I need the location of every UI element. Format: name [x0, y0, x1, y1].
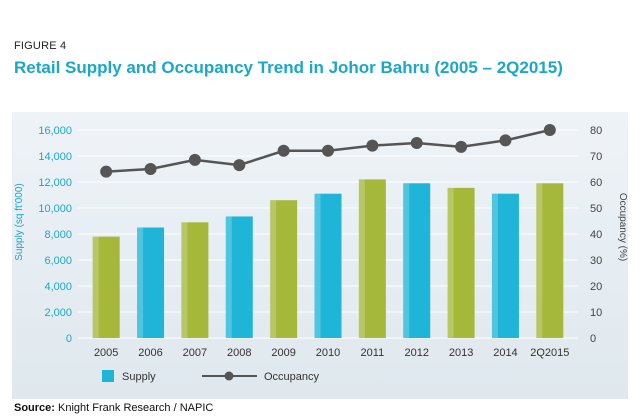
occupancy-line-series: [100, 124, 556, 178]
right-axis-label: Occupancy (%): [617, 193, 628, 261]
supply-bar: [403, 183, 431, 338]
supply-bar: [358, 179, 386, 338]
right-tick-label: 0: [590, 333, 596, 345]
supply-bar-highlight: [137, 227, 144, 338]
x-tick-label: 2006: [138, 347, 162, 359]
source-note: Source: Knight Frank Research / NAPIC: [14, 402, 213, 414]
left-tick-label: 2,000: [44, 307, 72, 319]
legend-occupancy-marker: [224, 371, 234, 381]
occupancy-point: [499, 134, 512, 147]
supply-bar-highlight: [491, 193, 498, 338]
legend: Supply Occupancy: [102, 370, 320, 383]
occupancy-point: [410, 137, 423, 149]
x-tick-label: 2009: [271, 347, 295, 359]
supply-bar-highlight: [225, 216, 232, 338]
chart-title: Retail Supply and Occupancy Trend in Joh…: [14, 58, 563, 77]
supply-bar-highlight: [181, 222, 188, 338]
occupancy-point: [233, 159, 246, 172]
occupancy-point: [455, 140, 468, 153]
occupancy-point: [188, 153, 201, 166]
occupancy-point: [100, 165, 113, 178]
left-tick-label: 12,000: [38, 177, 72, 189]
supply-bar-highlight: [358, 179, 365, 338]
occupancy-point: [322, 144, 334, 157]
x-tick-label: 2013: [449, 347, 473, 359]
retail-supply-occupancy-chart: 0 2,000 4,000 6,000 8,000 10,000 12,000 14,000 1…: [14, 124, 628, 383]
right-tick-label: 50: [590, 203, 602, 215]
supply-bar-highlight: [314, 193, 321, 338]
supply-bar: [137, 227, 165, 338]
supply-bar-highlight: [447, 187, 454, 338]
supply-bar-highlight: [403, 183, 410, 338]
supply-bar: [225, 216, 253, 338]
left-tick-label: 10,000: [38, 203, 72, 215]
right-tick-label: 20: [590, 281, 602, 293]
legend-supply-label: Supply: [122, 371, 156, 383]
supply-bar-highlight: [270, 200, 277, 338]
right-tick-label: 30: [590, 255, 602, 267]
right-tick-label: 40: [590, 229, 602, 241]
right-tick-label: 60: [590, 177, 602, 189]
legend-occupancy-label: Occupancy: [264, 371, 320, 383]
source-label: Source:: [14, 402, 55, 414]
right-axis-ticks: 0 10 20 30 40 50 60 70 80: [590, 125, 602, 345]
x-tick-label: 2010: [316, 347, 340, 359]
left-axis-label: Supply (sq ft'000): [14, 183, 25, 261]
supply-bar-highlight: [536, 183, 543, 338]
supply-bar: [92, 236, 120, 338]
supply-bar: [447, 187, 475, 338]
left-tick-label: 6,000: [44, 255, 72, 267]
supply-bar-highlight: [92, 236, 99, 338]
left-tick-label: 16,000: [38, 125, 72, 137]
left-tick-label: 4,000: [44, 281, 72, 293]
right-tick-label: 70: [590, 151, 602, 163]
occupancy-point: [277, 144, 290, 157]
x-tick-label: 2007: [183, 347, 207, 359]
x-tick-label: 2012: [404, 347, 428, 359]
x-tick-label: 2Q2015: [530, 347, 569, 359]
occupancy-point: [543, 124, 556, 136]
occupancy-point: [366, 139, 379, 152]
occupancy-point: [144, 163, 157, 175]
supply-bar: [314, 193, 342, 338]
right-tick-label: 10: [590, 307, 602, 319]
x-tick-label: 2014: [493, 347, 517, 359]
source-text: Knight Frank Research / NAPIC: [58, 402, 214, 414]
supply-bar: [270, 200, 298, 338]
left-tick-label: 14,000: [38, 151, 72, 163]
left-tick-label: 8,000: [44, 229, 72, 241]
left-axis-ticks: 0 2,000 4,000 6,000 8,000 10,000 12,000 14,000 1…: [38, 125, 72, 345]
legend-supply-swatch: [102, 370, 114, 382]
x-tick-label: 2011: [361, 347, 385, 359]
x-tick-label: 2005: [94, 347, 118, 359]
supply-bar: [491, 193, 519, 338]
right-tick-label: 80: [590, 125, 602, 137]
supply-bars: [92, 179, 564, 338]
x-tick-label: 2008: [227, 347, 251, 359]
left-tick-label: 0: [66, 333, 72, 345]
x-axis-ticks: 2005 2006 2007 2008 2009 2010 2011 2012 2013 2014…: [94, 347, 569, 359]
supply-bar: [536, 183, 564, 338]
figure-label: FIGURE 4: [14, 40, 67, 52]
supply-bar: [181, 222, 209, 338]
